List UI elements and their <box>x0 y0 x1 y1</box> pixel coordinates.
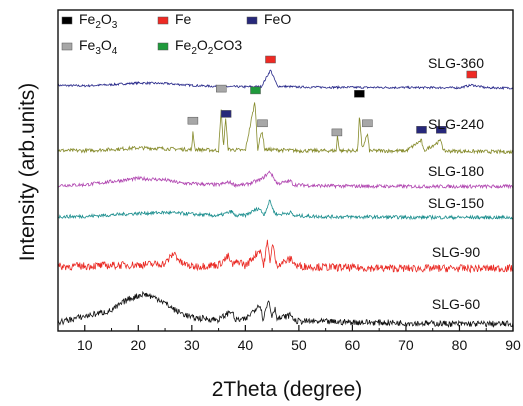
phase-marker-feo <box>220 110 232 118</box>
legend-text-part: 2 <box>208 46 214 57</box>
x-tick-label: 20 <box>131 337 147 353</box>
series-label-slg-180: SLG-180 <box>428 163 484 179</box>
phase-marker-fe <box>466 70 478 79</box>
legend-text-part: CO3 <box>213 37 242 53</box>
legend-swatch-feo <box>246 16 258 25</box>
series-line-slg-60 <box>57 290 514 328</box>
legend-text-part: Fe <box>79 37 96 53</box>
series-line-slg-360 <box>57 69 514 91</box>
legend-swatch-fe2o2co3 <box>157 42 169 51</box>
x-tick-label: 80 <box>452 337 468 353</box>
legend-label-fe2o2co3: Fe2O2CO3 <box>175 37 242 57</box>
legend-text-part: Fe <box>175 11 192 27</box>
legend-text-part: 2 <box>95 20 101 31</box>
legend-text-part: FeO <box>264 11 291 27</box>
series-line-slg-180 <box>57 170 514 190</box>
plot-frame <box>57 9 514 332</box>
phase-marker-feo <box>416 126 427 134</box>
x-tick-label: 50 <box>291 337 307 353</box>
x-tick-label: 30 <box>184 337 200 353</box>
phase-marker-fe3o4 <box>216 84 227 93</box>
legend-text-part: 2 <box>191 46 197 57</box>
x-tick-label: 90 <box>505 337 521 353</box>
phase-marker-fe3o4 <box>331 128 343 137</box>
phase-marker-fe <box>265 55 276 64</box>
phase-marker-layer <box>187 55 478 137</box>
y-axis-title: Intensity (arb.units) <box>16 83 39 262</box>
phase-marker-feo <box>436 126 447 134</box>
x-tick-label: 60 <box>345 337 361 353</box>
series-labels: SLG-360 SLG-240 SLG-180 SLG-150 SLG-90 SLG-60 <box>428 55 484 312</box>
legend-text-part: O <box>101 37 112 53</box>
legend-text-part: 3 <box>95 46 101 57</box>
phase-marker-fe3o4 <box>362 119 373 128</box>
x-tick-label: 40 <box>238 337 254 353</box>
x-tick-label: 70 <box>398 337 414 353</box>
legend-label-feo: FeO <box>264 11 291 27</box>
legend-swatch-fe2o3 <box>61 16 73 25</box>
legend-label-fe3o4: Fe3O4 <box>79 37 118 57</box>
series-label-slg-150: SLG-150 <box>428 195 484 211</box>
legend-label-fe2o3: Fe2O3 <box>79 11 118 31</box>
phase-marker-fe3o4 <box>187 116 199 125</box>
series-line-slg-150 <box>57 199 514 221</box>
phase-marker-fe2o3 <box>354 90 365 98</box>
series-layer <box>57 69 514 328</box>
legend-text-part: Fe <box>175 37 192 53</box>
legend-swatch-fe3o4 <box>61 42 73 51</box>
series-line-slg-90 <box>57 239 514 274</box>
legend-text-part: O <box>197 37 208 53</box>
legend-text-part: 3 <box>112 20 118 31</box>
legend-swatch-fe <box>157 16 169 25</box>
x-axis: 10 20 30 40 50 60 70 80 90 <box>77 325 521 353</box>
series-line-slg-240 <box>57 102 514 155</box>
x-axis-title: 2Theta (degree) <box>212 378 363 401</box>
legend-text-part: Fe <box>79 11 96 27</box>
series-label-slg-240: SLG-240 <box>428 116 484 132</box>
legend-label-fe: Fe <box>175 11 192 27</box>
phase-marker-fe3o4 <box>257 119 268 128</box>
x-tick-label: 10 <box>77 337 93 353</box>
phase-marker-fe2o2co3 <box>250 86 261 95</box>
series-label-slg-60: SLG-60 <box>432 296 480 312</box>
legend-text-part: 4 <box>112 46 118 57</box>
series-label-slg-90: SLG-90 <box>432 244 480 260</box>
legend-text-part: O <box>101 11 112 27</box>
series-label-slg-360: SLG-360 <box>428 55 484 71</box>
